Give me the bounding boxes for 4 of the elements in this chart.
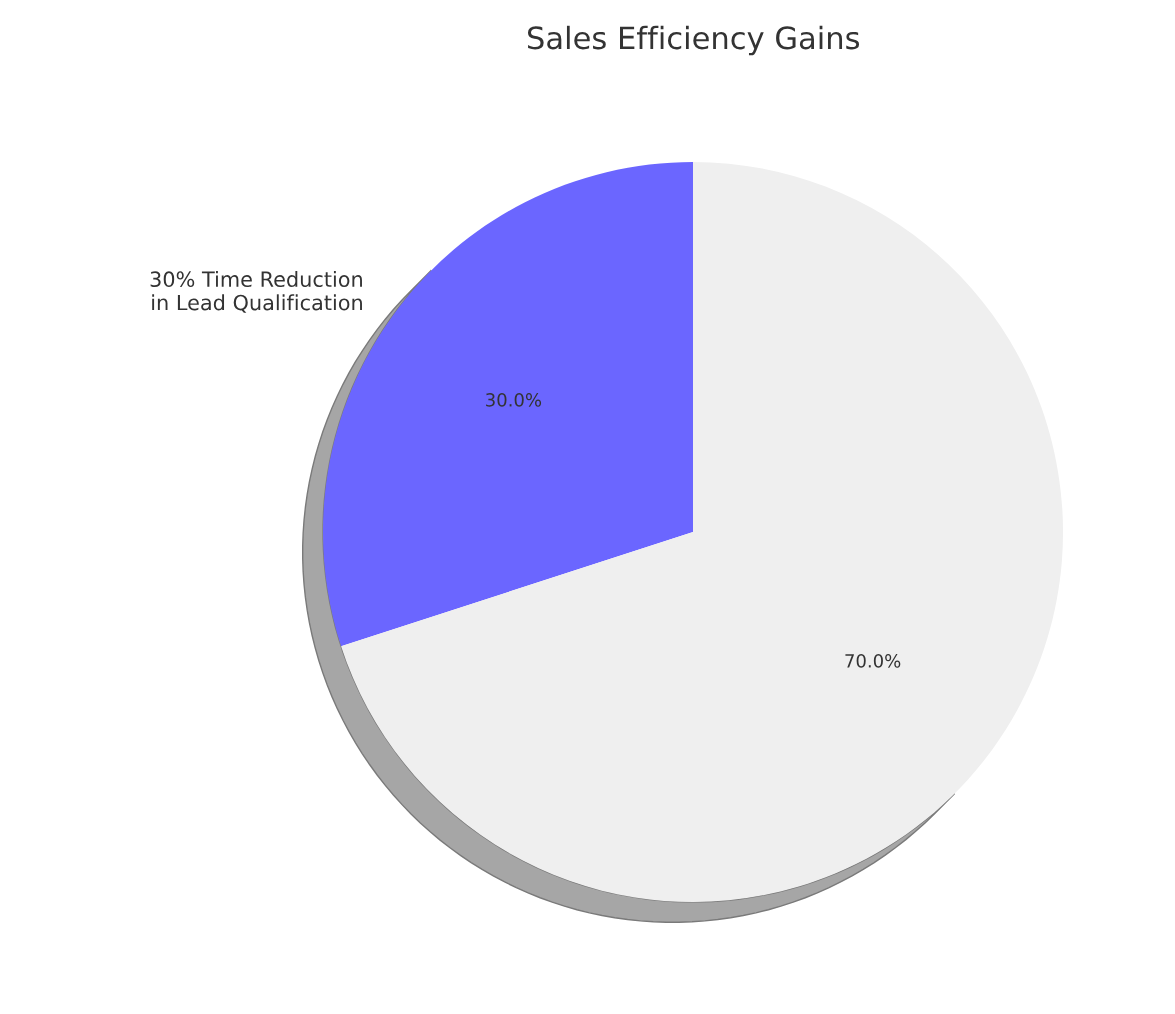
data-label: 70.0%	[845, 654, 901, 668]
data-label: 30.0%	[486, 393, 542, 407]
slice-label: 30% Time Reduction in Lead Qualification	[150, 270, 362, 313]
chart-title: Sales Efficiency Gains	[527, 25, 860, 56]
